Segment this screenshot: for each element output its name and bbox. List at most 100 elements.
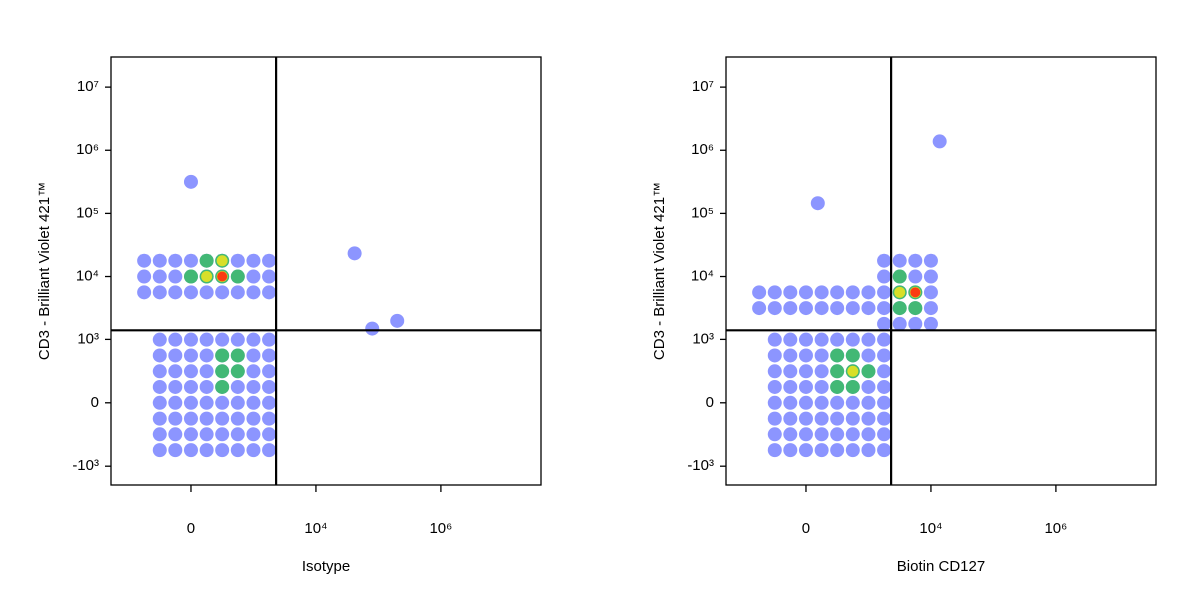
event-dot	[783, 411, 798, 426]
event-dot	[168, 395, 183, 410]
event-dot	[262, 443, 277, 458]
event-dot	[183, 379, 198, 394]
event-dot	[262, 395, 277, 410]
event-dot	[908, 269, 923, 284]
event-dot	[262, 427, 277, 442]
event-dot	[215, 443, 230, 458]
event-dot	[830, 364, 845, 379]
event-dot	[183, 269, 198, 284]
event-dot	[215, 285, 230, 300]
event-dot	[183, 285, 198, 300]
event-dot	[168, 348, 183, 363]
event-dot	[923, 301, 938, 316]
event-dot	[183, 427, 198, 442]
x-tick-label: 10⁴	[304, 520, 327, 537]
y-tick-label: 0	[91, 394, 99, 411]
event-dot	[752, 301, 767, 316]
event-dot	[877, 379, 892, 394]
event-dot	[845, 411, 860, 426]
event-dot	[845, 332, 860, 347]
event-dot	[783, 332, 798, 347]
event-dot	[783, 348, 798, 363]
event-dot	[830, 332, 845, 347]
event-dot	[183, 443, 198, 458]
event-dot	[215, 379, 230, 394]
event-dot	[137, 269, 152, 284]
event-dot	[830, 348, 845, 363]
event-dot	[861, 379, 876, 394]
event-dot	[262, 364, 277, 379]
event-dot	[798, 348, 813, 363]
event-dot	[230, 253, 245, 268]
event-dot	[246, 348, 261, 363]
event-dot	[908, 316, 923, 331]
event-dot	[830, 427, 845, 442]
event-dot	[814, 364, 829, 379]
event-dot	[215, 427, 230, 442]
event-dot	[767, 364, 782, 379]
event-dot	[183, 364, 198, 379]
event-dot	[199, 411, 214, 426]
event-dot	[814, 427, 829, 442]
event-dot	[845, 285, 860, 300]
event-dot	[347, 246, 362, 261]
event-dot	[798, 411, 813, 426]
event-dot	[861, 348, 876, 363]
event-dot	[230, 285, 245, 300]
event-dot	[783, 379, 798, 394]
plot-frame	[725, 56, 1157, 486]
x-axis-label: Isotype	[302, 558, 350, 575]
event-dot	[923, 253, 938, 268]
x-tick-label: 10⁴	[919, 520, 942, 537]
event-dot	[798, 443, 813, 458]
event-dot	[861, 443, 876, 458]
event-dot	[246, 269, 261, 284]
event-dot	[845, 348, 860, 363]
event-dot	[230, 427, 245, 442]
event-dot	[199, 364, 214, 379]
event-dot	[861, 285, 876, 300]
event-dot	[877, 253, 892, 268]
event-dot	[923, 316, 938, 331]
y-tick-label: 10³	[692, 330, 714, 347]
event-dot	[798, 364, 813, 379]
event-dot	[783, 395, 798, 410]
event-dot	[199, 253, 214, 268]
event-dot	[168, 364, 183, 379]
event-dot	[168, 379, 183, 394]
event-dot	[201, 271, 213, 283]
event-dot	[877, 285, 892, 300]
event-dot	[910, 287, 921, 298]
event-dot	[246, 395, 261, 410]
event-dot	[168, 269, 183, 284]
event-dot	[137, 253, 152, 268]
event-dot	[262, 411, 277, 426]
event-dot	[798, 301, 813, 316]
event-dot	[262, 253, 277, 268]
event-dot	[183, 411, 198, 426]
event-dot	[877, 411, 892, 426]
event-dot	[908, 301, 923, 316]
event-dot	[861, 301, 876, 316]
event-dot	[262, 285, 277, 300]
event-dot	[767, 427, 782, 442]
event-dot	[877, 301, 892, 316]
event-dot	[783, 364, 798, 379]
event-dot	[877, 395, 892, 410]
event-dot	[246, 285, 261, 300]
event-dot	[830, 395, 845, 410]
event-dot	[767, 411, 782, 426]
event-dot	[767, 348, 782, 363]
event-dot	[845, 301, 860, 316]
event-dot	[767, 285, 782, 300]
event-dot	[861, 395, 876, 410]
event-dot	[262, 348, 277, 363]
event-dot	[168, 411, 183, 426]
event-dot	[814, 395, 829, 410]
y-tick-label: 10⁵	[76, 204, 99, 221]
event-dot	[830, 443, 845, 458]
event-dot	[810, 196, 825, 211]
event-dot	[767, 301, 782, 316]
event-dot	[262, 379, 277, 394]
